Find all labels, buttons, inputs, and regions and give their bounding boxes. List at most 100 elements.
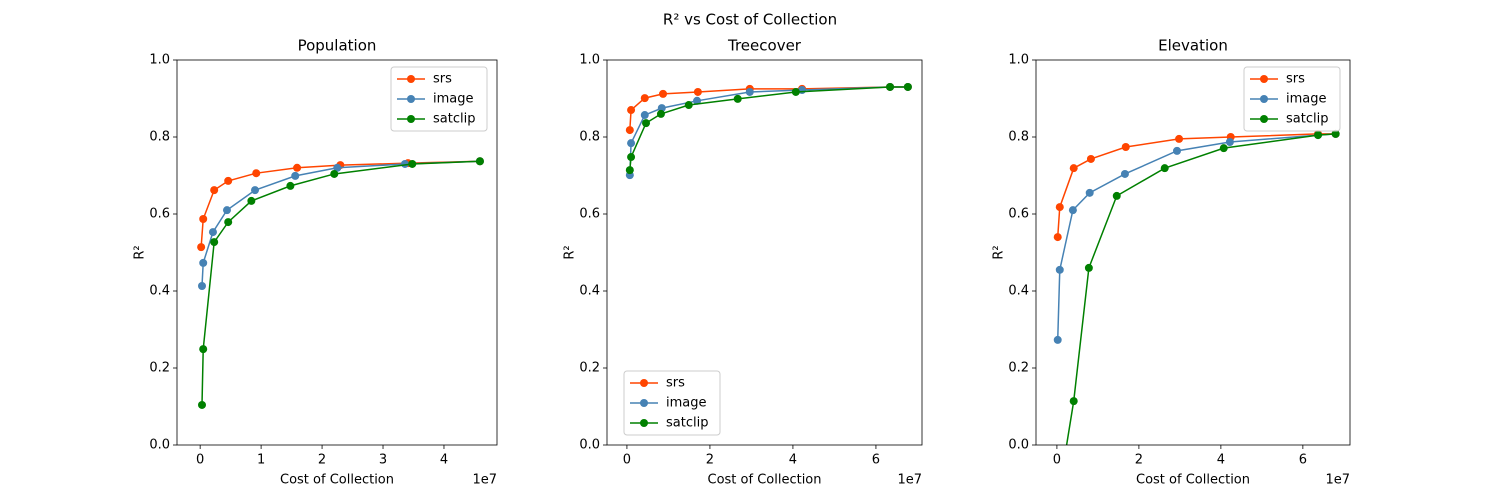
series-line: [1056, 133, 1336, 340]
legend-marker: [640, 399, 648, 407]
data-point: [199, 258, 208, 267]
y-tick-label: 0.8: [149, 130, 170, 145]
series-line: [629, 86, 908, 171]
y-tick-label: 1.0: [579, 53, 600, 68]
x-tick-label: 0: [1053, 453, 1061, 468]
x-tick-label: 4: [440, 453, 448, 468]
legend-box: [390, 66, 488, 132]
series-line: [1065, 133, 1336, 445]
data-point: [1120, 169, 1129, 178]
data-point: [745, 87, 754, 96]
data-point: [197, 400, 206, 409]
x-tick-label: 2: [706, 453, 714, 468]
x-offset-label: 1e7: [472, 473, 497, 488]
data-point: [1055, 265, 1064, 274]
legend-label: image: [666, 396, 707, 411]
data-point: [197, 281, 206, 290]
x-tick-label: 3: [379, 453, 387, 468]
legend-label: srs: [1286, 72, 1305, 87]
data-point: [1086, 154, 1095, 163]
series-line: [1056, 133, 1336, 238]
y-tick-label: 1.0: [1008, 53, 1029, 68]
series-line: [201, 160, 480, 287]
x-tick-label: 2: [318, 453, 326, 468]
axes-frame: [606, 59, 923, 446]
data-point: [1069, 164, 1078, 173]
legend-label: satclip: [1286, 112, 1328, 127]
y-tick-label: 0.8: [579, 130, 600, 145]
x-tick-label: 0: [623, 453, 631, 468]
subplot: Treecover Cost of Collection 1e7 R² 0 2 4 6 0.0 0…: [563, 37, 923, 488]
y-tick-label: 0.0: [579, 438, 600, 453]
data-point: [210, 186, 219, 195]
data-point: [1053, 335, 1062, 344]
y-tick-label: 0.2: [1008, 361, 1029, 376]
series-line: [629, 86, 908, 131]
x-tick-label: 4: [1217, 453, 1225, 468]
data-point: [199, 215, 208, 224]
subplot-title: Population: [298, 37, 377, 55]
data-point: [222, 206, 231, 215]
data-point: [1056, 483, 1064, 491]
legend-label: srs: [666, 376, 685, 391]
data-point: [640, 111, 649, 120]
data-point: [627, 153, 636, 162]
data-point: [1068, 206, 1077, 215]
data-point: [333, 163, 342, 172]
x-axis-label: Cost of Collection: [1136, 473, 1250, 488]
data-point: [1055, 203, 1064, 212]
data-point: [1219, 144, 1228, 153]
legend-label: image: [433, 92, 474, 107]
legend-marker: [407, 115, 415, 123]
data-point: [293, 163, 302, 172]
data-point: [251, 186, 260, 195]
data-point: [733, 94, 742, 103]
x-offset-label: 1e7: [1325, 473, 1350, 488]
x-axis-label: Cost of Collection: [708, 473, 822, 488]
data-point: [208, 228, 217, 237]
data-point: [886, 82, 895, 91]
data-point: [1084, 263, 1093, 272]
y-tick-label: 0.0: [149, 438, 170, 453]
data-point: [903, 82, 912, 91]
data-point: [1053, 233, 1062, 242]
data-point: [791, 87, 800, 96]
axes-frame: [1035, 59, 1351, 446]
data-point: [197, 243, 206, 252]
data-point: [684, 101, 693, 110]
x-tick-label: 4: [789, 453, 797, 468]
data-point: [1314, 131, 1323, 140]
legend-marker: [407, 95, 415, 103]
data-point: [693, 87, 702, 96]
legend-marker: [640, 419, 648, 427]
x-offset-label: 1e7: [897, 473, 922, 488]
subplot: Elevation Cost of Collection 1e7 R² 0 2 4 6 0.0 0…: [992, 37, 1351, 491]
legend-label: image: [1286, 92, 1327, 107]
data-point: [286, 181, 295, 190]
data-point: [1160, 164, 1169, 173]
y-axis-label: R²: [992, 245, 1007, 259]
data-point: [330, 169, 339, 178]
subplot-title: Treecover: [727, 37, 802, 55]
data-point: [627, 106, 636, 115]
legend-box: [623, 370, 721, 436]
legend-marker: [640, 379, 648, 387]
y-tick-label: 0.6: [579, 207, 600, 222]
data-point: [224, 218, 233, 227]
data-point: [1225, 138, 1234, 147]
legend-marker: [1260, 75, 1268, 83]
data-point: [642, 119, 651, 128]
x-tick-label: 2: [1135, 453, 1143, 468]
y-tick-label: 0.4: [149, 284, 170, 299]
data-point: [627, 139, 636, 148]
data-point: [1173, 146, 1182, 155]
data-point: [640, 94, 649, 103]
y-axis-label: R²: [133, 245, 148, 259]
data-point: [210, 238, 219, 247]
data-point: [252, 169, 261, 178]
x-tick-label: 0: [196, 453, 204, 468]
x-tick-label: 1: [257, 453, 265, 468]
data-point: [408, 159, 417, 168]
y-tick-label: 0.0: [1008, 438, 1029, 453]
